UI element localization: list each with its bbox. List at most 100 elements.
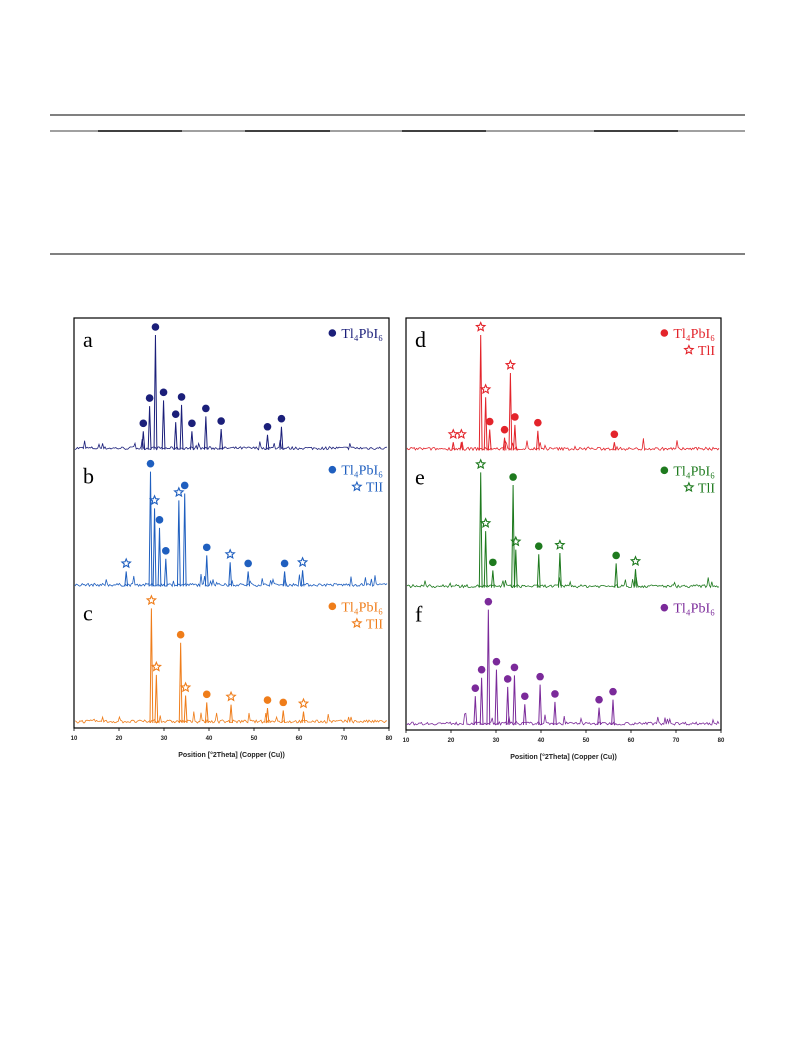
diffraction-peak (178, 642, 183, 724)
diffraction-peak (508, 373, 513, 451)
dot-marker (151, 323, 160, 331)
star-marker (145, 594, 158, 606)
legend-label: Tl₄PbI₆ (673, 602, 715, 617)
star-marker (447, 428, 459, 440)
diffraction-peak (124, 571, 129, 587)
diffraction-peak (513, 549, 518, 588)
dot-marker (489, 558, 497, 567)
dot-marker (159, 388, 168, 397)
diffraction-peak (246, 571, 251, 587)
dot-marker (146, 459, 155, 468)
table-rules (50, 114, 745, 255)
diffraction-peak (148, 471, 153, 587)
dot-marker (660, 603, 669, 612)
legend-label: Tl₄PbI₆ (341, 327, 383, 342)
dot-marker (263, 422, 272, 431)
diffraction-peak (176, 500, 181, 587)
star-marker (629, 555, 642, 567)
diffraction-peak (502, 437, 507, 451)
diffraction-peak (553, 701, 557, 726)
diffraction-peak (473, 696, 478, 726)
x-tick-label: 50 (251, 736, 258, 742)
diffraction-peak (522, 704, 527, 726)
diffraction-peak (141, 431, 146, 450)
plot-frame (405, 317, 722, 731)
star-marker (179, 681, 192, 693)
plot-frame (73, 317, 390, 729)
dot-marker (244, 559, 252, 568)
x-tick-label: 40 (206, 736, 213, 742)
dot-marker (176, 630, 185, 639)
x-tick-label: 70 (341, 736, 348, 742)
dot-marker (509, 473, 517, 481)
star-marker (297, 697, 310, 709)
diffraction-peak (279, 426, 284, 450)
diffraction-peak (152, 508, 157, 587)
dot-marker (328, 465, 337, 474)
dot-marker (609, 687, 617, 696)
dot-marker (202, 690, 211, 699)
diffraction-peak (479, 677, 484, 726)
diffraction-peak (190, 431, 194, 450)
legend-label: TlI (366, 617, 383, 632)
diffraction-peak (204, 702, 209, 724)
diffraction-peak (538, 684, 542, 726)
dot-marker (171, 410, 180, 418)
diffraction-peak (157, 527, 162, 587)
diffraction-peak (483, 531, 488, 588)
diffraction-peak (163, 558, 168, 587)
star-marker (475, 458, 487, 470)
diffraction-peak (301, 711, 306, 724)
xrd-panel (406, 609, 720, 726)
dot-marker (534, 542, 543, 551)
dot-marker (155, 516, 164, 524)
dot-marker (280, 559, 289, 568)
x-tick-label: 80 (718, 738, 725, 744)
dot-marker (534, 418, 542, 427)
diffraction-peak (511, 485, 515, 588)
star-marker (351, 480, 363, 492)
dot-marker (536, 672, 544, 681)
diffraction-peak (451, 442, 456, 451)
x-tick-label: 30 (493, 738, 500, 744)
star-marker (510, 535, 522, 547)
star-marker (554, 539, 566, 550)
x-tick-label: 60 (628, 738, 635, 744)
legend-label: Tl₄PbI₆ (673, 327, 715, 342)
dot-marker (202, 404, 210, 413)
legend-label: Tl₄PbI₆ (341, 464, 383, 479)
baseline-noise (406, 712, 720, 726)
diffraction-peak (282, 571, 287, 587)
dot-marker (521, 692, 529, 701)
diffraction-peak (173, 422, 178, 450)
dot-marker (139, 419, 148, 428)
diffraction-peak (478, 334, 483, 451)
diffraction-peak (535, 430, 540, 451)
diffraction-peak (203, 416, 208, 450)
star-marker (224, 548, 236, 560)
dot-marker (511, 413, 519, 421)
star-marker (455, 428, 467, 440)
diffraction-peak (505, 686, 510, 726)
xrd-panel (406, 334, 720, 452)
star-marker (225, 690, 237, 702)
diffraction-peak (486, 609, 491, 726)
diffraction-peak (612, 442, 617, 451)
x-tick-label: 10 (71, 736, 78, 742)
diffraction-peak (183, 695, 188, 724)
diffraction-peak (494, 669, 499, 726)
diffraction-peak (229, 704, 233, 724)
x-tick-label: 50 (583, 738, 590, 744)
x-tick-label: 20 (448, 738, 455, 744)
x-tick-label: 40 (538, 738, 545, 744)
xrd-panel (74, 471, 388, 588)
dot-marker (202, 543, 211, 552)
diffraction-peak (487, 429, 492, 451)
panel-letter: c (83, 600, 93, 625)
x-axis-label: Position [°2Theta] (Copper (Cu)) (510, 753, 617, 761)
diffraction-peak (513, 424, 517, 451)
dot-marker (328, 602, 337, 611)
diffraction-peak (219, 428, 224, 450)
diffraction-peak (611, 699, 615, 726)
x-tick-label: 10 (403, 738, 410, 744)
